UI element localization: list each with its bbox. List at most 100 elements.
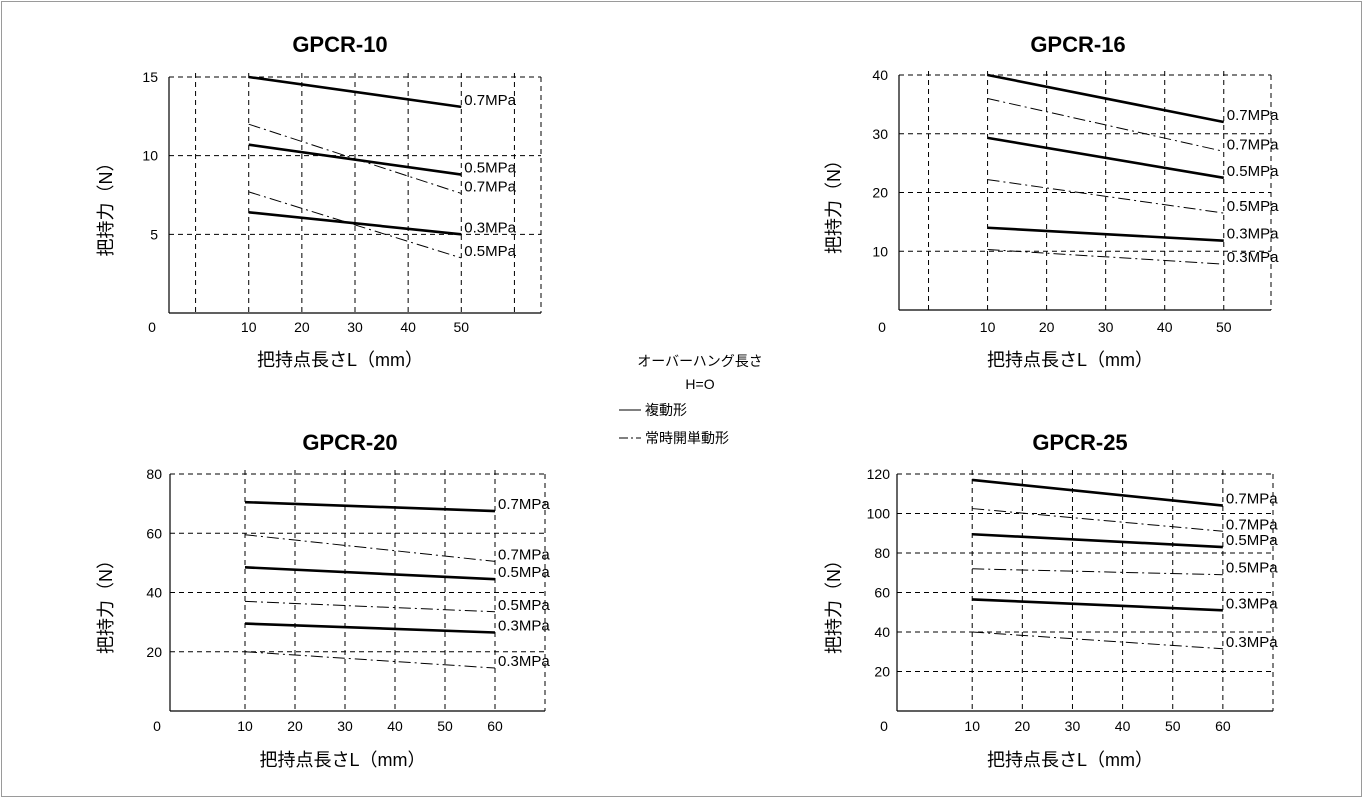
chart-2-y-tick-label: 30: [872, 126, 888, 142]
chart-4-series-1-line: [972, 478, 1223, 507]
chart-4-series-3-line: [972, 532, 1223, 549]
chart-2-y-tick-label: 20: [872, 185, 888, 201]
chart-4-series: [972, 478, 1223, 650]
chart-4-series-6-line: [972, 631, 1223, 650]
chart-1-series-5-label: 0.5MPa: [464, 243, 516, 260]
chart-4-x-tick-label: 60: [1215, 718, 1231, 734]
chart-3-x-tick-label: 40: [387, 718, 403, 734]
chart-3-axes: [169, 474, 545, 712]
chart-4-axes: [896, 474, 1273, 712]
legend-item-solid-label: 複動形: [645, 402, 687, 418]
chart-3-title: GPCR-20: [302, 430, 397, 455]
chart-1-series-1-label: 0.7MPa: [464, 92, 516, 109]
chart-3-xlabel: 把持点長さL（mm）: [260, 750, 426, 770]
chart-3-y-tick-label: 60: [146, 525, 162, 541]
chart-3-series-5-label: 0.3MPa: [498, 617, 550, 634]
chart-4-y-tick-label: 40: [874, 624, 890, 640]
chart-3-series: [244, 500, 496, 669]
chart-3-y-tick-label: 40: [146, 585, 162, 601]
chart-3-series-2-line: [244, 534, 496, 562]
chart-3-ylabel: 把持力（N）: [96, 551, 116, 654]
chart-2-x-tick-label: 40: [1157, 319, 1173, 335]
chart-3-y-tick-label: 80: [146, 466, 162, 482]
chart-4-series-6-label: 0.3MPa: [1226, 634, 1278, 651]
chart-3-x-tick-label: 10: [237, 718, 253, 734]
chart-4-x-tick-label: 40: [1115, 718, 1131, 734]
chart-2-y-tick-label: 10: [872, 243, 888, 259]
legend-heading: オーバーハング長さ: [637, 353, 763, 369]
chart-1-x-tick-label: 30: [347, 319, 363, 335]
chart-2-labels: 10 20 30 40 10 20 30 40 50 0.7MPa 0.7MPa 0.5MPa 0.5M…: [872, 67, 1279, 335]
chart-2-origin-label: 0: [878, 319, 886, 335]
chart-4-series-5-line: [972, 598, 1223, 612]
chart-1-series-3-label: 0.3MPa: [464, 219, 516, 236]
chart-2-series-2-label: 0.7MPa: [1227, 136, 1279, 153]
chart-3-y-tick-label: 20: [146, 644, 162, 660]
chart-2-series-3-line: [987, 136, 1224, 180]
chart-1-x-tick-label: 40: [400, 319, 416, 335]
chart-4-xlabel: 把持点長さL（mm）: [987, 750, 1153, 770]
chart-1-series-4-label: 0.7MPa: [464, 178, 516, 195]
chart-2-series-2-line: [987, 98, 1224, 152]
chart-4-series-2-line: [972, 508, 1223, 532]
chart-2-ylabel: 把持力（N）: [824, 151, 844, 254]
chart-2-series: [987, 73, 1225, 265]
chart-2-series-1-line: [987, 73, 1225, 124]
chart-4-grid: [897, 470, 1274, 711]
chart-1-x-tick-label: 10: [241, 319, 257, 335]
chart-1-series: [248, 75, 462, 259]
legend-condition: H=O: [685, 376, 714, 392]
chart-1-y-tick-label: 5: [150, 226, 158, 242]
chart-4-x-tick-label: 30: [1065, 718, 1081, 734]
chart-4-y-tick-label: 100: [867, 506, 891, 522]
chart-4-origin-label: 0: [880, 718, 888, 734]
chart-1-series-2-line: [248, 143, 462, 176]
chart-3-series-3-line: [244, 566, 496, 581]
chart-4-x-tick-label: 10: [964, 718, 980, 734]
chart-4-series-4-label: 0.5MPa: [1226, 560, 1278, 577]
chart-2-xlabel: 把持点長さL（mm）: [987, 350, 1153, 370]
chart-2-series-5-label: 0.3MPa: [1227, 226, 1279, 243]
chart-4-ylabel: 把持力（N）: [824, 551, 844, 654]
chart-2-axes: [898, 75, 1271, 311]
chart-2-x-tick-label: 30: [1098, 319, 1114, 335]
legend: オーバーハング長さ H=O 複動形 常時開単動形: [619, 353, 763, 446]
chart-3-origin-label: 0: [153, 718, 161, 734]
chart-2-series-6-line: [987, 248, 1224, 265]
chart-1-x-tick-label: 20: [294, 319, 310, 335]
chart-3-series-3-label: 0.5MPa: [498, 564, 550, 581]
chart-2-x-tick-label: 10: [980, 319, 996, 335]
chart-3-grid: [170, 470, 546, 711]
chart-4-y-tick-label: 20: [874, 664, 890, 680]
chart-4-series-4-line: [972, 568, 1223, 576]
chart-3-x-tick-label: 60: [487, 718, 503, 734]
chart-2-series-6-label: 0.3MPa: [1227, 249, 1279, 266]
chart-2-series-5-line: [987, 226, 1224, 242]
chart-3-x-tick-label: 50: [437, 718, 453, 734]
chart-3-series-6-line: [244, 651, 496, 669]
chart-panel-gpcr-16: 10 20 30 40 10 20 30 40 50 0.7MPa 0.7MPa 0.5MPa 0.5M…: [824, 32, 1279, 370]
legend-item-dashdot-label: 常時開単動形: [645, 430, 729, 446]
chart-3-series-1-line: [244, 500, 496, 513]
chart-4-y-tick-label: 120: [867, 466, 891, 482]
chart-2-series-4-line: [987, 179, 1224, 214]
chart-4-x-tick-label: 50: [1165, 718, 1181, 734]
chart-4-series-2-label: 0.7MPa: [1226, 516, 1278, 533]
chart-4-title: GPCR-25: [1032, 430, 1127, 455]
chart-4-y-tick-label: 60: [874, 585, 890, 601]
chart-4-series-1-label: 0.7MPa: [1226, 491, 1278, 508]
chart-1-title: GPCR-10: [292, 32, 387, 57]
chart-3-series-4-line: [244, 600, 496, 613]
chart-2-x-tick-label: 20: [1039, 319, 1055, 335]
chart-4-series-3-label: 0.5MPa: [1226, 532, 1278, 549]
chart-1-grid: [169, 73, 542, 313]
chart-1-x-tick-label: 50: [453, 319, 469, 335]
chart-2-series-4-label: 0.5MPa: [1227, 198, 1279, 215]
chart-1-y-tick-label: 10: [142, 148, 158, 164]
chart-1-series-5-line: [248, 191, 462, 259]
